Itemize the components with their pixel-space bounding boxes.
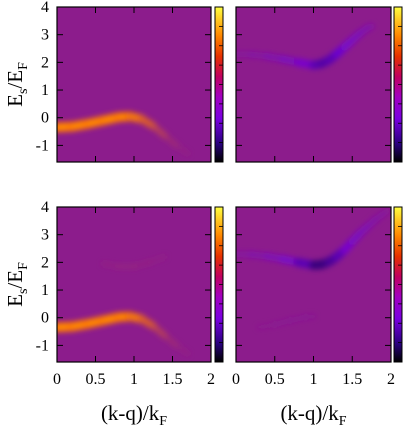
band-segment: [256, 322, 278, 330]
y-tick-label: 1: [41, 282, 49, 299]
plot-background: [57, 207, 211, 362]
x-tick-label: 2: [207, 371, 215, 388]
y-tick-label: 4: [41, 0, 49, 16]
band-segment: [162, 333, 180, 349]
x-tick-label: 1: [130, 371, 138, 388]
x-tick-label: 0.5: [265, 371, 285, 388]
y-tick-label: -1: [36, 337, 49, 354]
x-tick-label: 1: [310, 371, 318, 388]
band-segment: [147, 254, 168, 265]
band-segment: [380, 208, 390, 217]
x-tick-label: 2: [387, 371, 395, 388]
x-axis-label: (k-q)/kF: [280, 401, 346, 429]
plot-background: [57, 7, 211, 162]
y-axis-label: Es/EF: [3, 262, 31, 307]
y-tick-label: 2: [41, 54, 49, 71]
y-tick-label: 2: [41, 254, 49, 271]
x-tick-label: 1.5: [342, 371, 362, 388]
x-tick-label: 1.5: [163, 371, 183, 388]
x-tick-label: 0: [232, 371, 240, 388]
y-tick-label: 0: [41, 110, 49, 127]
y-tick-label: 0: [41, 310, 49, 327]
band-layer: [236, 208, 390, 330]
y-axis-label: Es/EF: [3, 62, 31, 107]
band-segment: [272, 318, 293, 328]
band-segment: [364, 23, 375, 31]
y-tick-label: 3: [41, 27, 49, 44]
y-tick-label: -1: [36, 137, 49, 154]
band-segment: [303, 313, 316, 320]
y-tick-label: 1: [41, 82, 49, 99]
y-tick-label: 4: [41, 199, 49, 216]
band-segment: [287, 314, 309, 323]
band-layer: [57, 111, 191, 156]
band-segment: [162, 133, 180, 149]
x-axis-label: (k-q)/kF: [101, 401, 167, 429]
band-layer: [57, 254, 191, 356]
x-tick-label: 0: [53, 371, 61, 388]
panel-top-left: 4 3 2 1 0 -1 Es/EF: [3, 0, 224, 163]
band-layer: [236, 23, 375, 70]
panel-top-right: [235, 6, 403, 163]
y-tick-label: 3: [41, 227, 49, 244]
band-segment: [174, 343, 191, 356]
band-segment: [174, 143, 191, 156]
x-tick-label: 0.5: [86, 371, 106, 388]
panel-bottom-right: 0 0.5 1 1.5 2 (k-q)/kF: [232, 206, 403, 429]
band-segment: [100, 261, 121, 269]
band-segment: [131, 260, 152, 269]
